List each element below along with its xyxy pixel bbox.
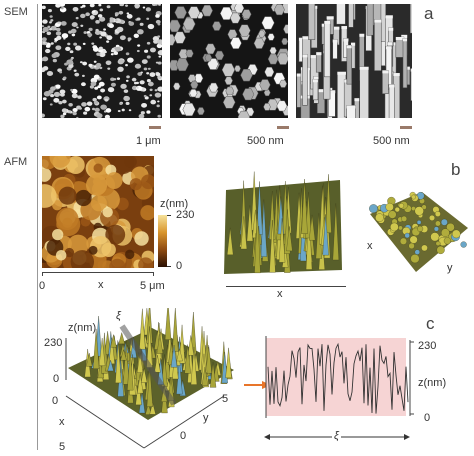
afm-c-y-zero: 0	[52, 395, 59, 407]
sem-image-3	[296, 4, 412, 118]
afm-3d-side-view	[218, 170, 348, 280]
afm-3d-side-x-axis	[226, 286, 346, 287]
afm-c-y-label: y	[203, 412, 209, 424]
afm-x-axis	[42, 272, 154, 273]
afm-c-y-five: 5	[222, 393, 229, 405]
afm-height-map	[42, 156, 154, 268]
afm-c-z-max: 230	[44, 337, 63, 349]
afm-3d-top-view	[360, 184, 472, 276]
afm-c-x-five: 5	[59, 441, 66, 453]
afm-c-x-label: x	[59, 416, 65, 428]
height-profile-plot	[262, 336, 414, 420]
profile-z-max: 230	[418, 340, 437, 352]
profile-z-min: 0	[424, 412, 431, 424]
afm-3d-side-x-label: x	[277, 288, 283, 300]
panel-letter-c: c	[426, 314, 435, 333]
afm-c-x-zero: 0	[180, 430, 187, 442]
afm-3d-c-view	[44, 308, 270, 456]
panel-letter-b: b	[451, 160, 461, 179]
afm-row-label: AFM	[4, 156, 28, 168]
afm-c-z-title: z(nm)	[68, 322, 97, 334]
colorbar-max: 230	[176, 209, 195, 221]
panel-letter-a: a	[424, 4, 434, 23]
colorbar	[158, 215, 167, 267]
colorbar-title: z(nm)	[160, 198, 189, 210]
afm-x-max: 5 μm	[140, 280, 165, 292]
profile-z-title: z(nm)	[418, 377, 447, 389]
row-divider	[37, 4, 38, 450]
colorbar-min: 0	[176, 260, 183, 272]
sem-scale-bar-2	[277, 126, 289, 129]
afm-3d-top-y-label: y	[447, 262, 453, 274]
afm-c-xi-label: ξ	[116, 310, 121, 322]
afm-c-z-min: 0	[53, 373, 60, 385]
sem-scale-label-1: 1 μm	[136, 135, 161, 147]
sem-scale-bar-1	[149, 126, 161, 129]
sem-image-2	[170, 4, 288, 118]
sem-row-label: SEM	[4, 6, 28, 18]
afm-3d-top-x-label: x	[367, 240, 373, 252]
sem-scale-label-2: 500 nm	[247, 135, 284, 147]
sem-scale-label-3: 500 nm	[373, 135, 410, 147]
afm-x-label: x	[98, 279, 104, 291]
sem-scale-bar-3	[400, 126, 412, 129]
profile-xi-label: ξ	[332, 430, 341, 442]
afm-x-min: 0	[39, 280, 46, 292]
sem-image-1	[42, 4, 162, 118]
